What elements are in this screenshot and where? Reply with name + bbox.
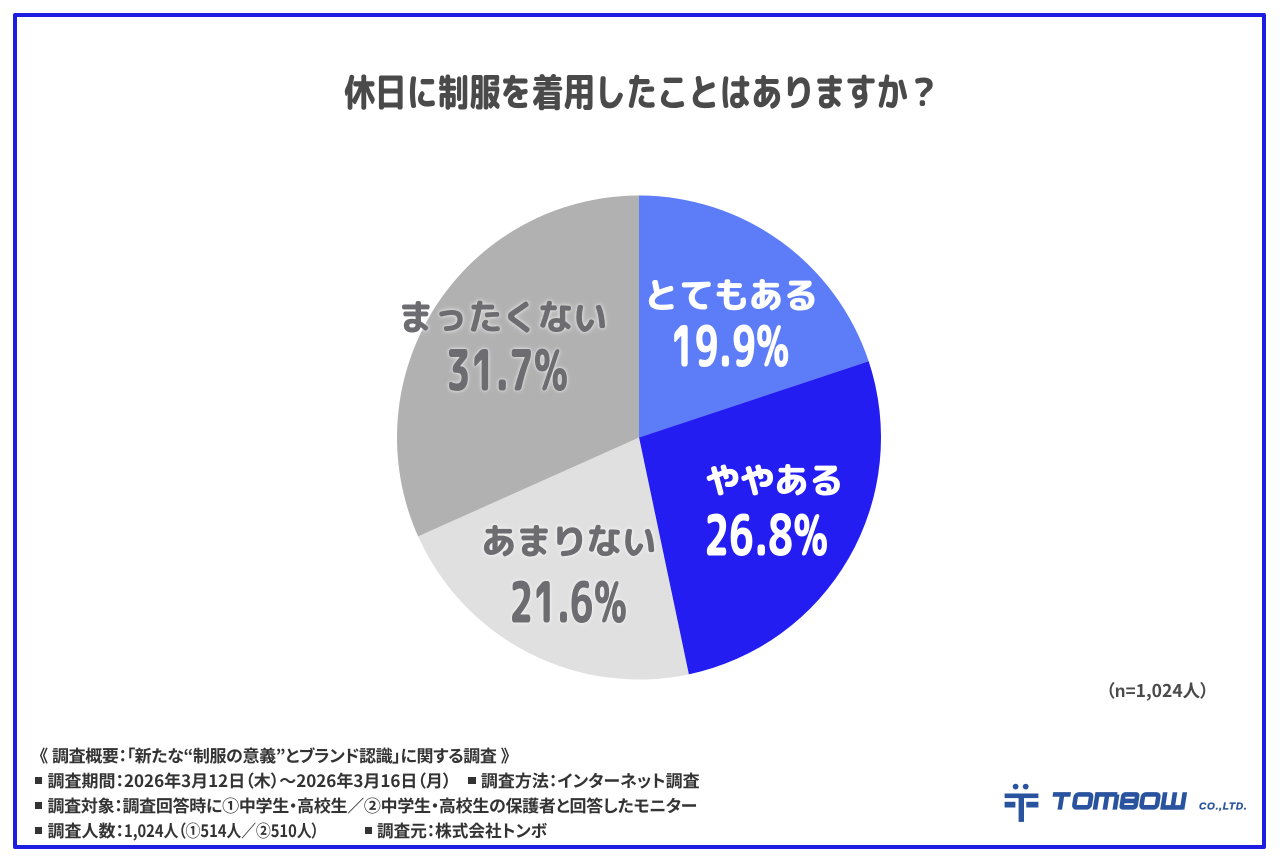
svg-text:CO.,LTD.: CO.,LTD. xyxy=(1199,801,1247,812)
